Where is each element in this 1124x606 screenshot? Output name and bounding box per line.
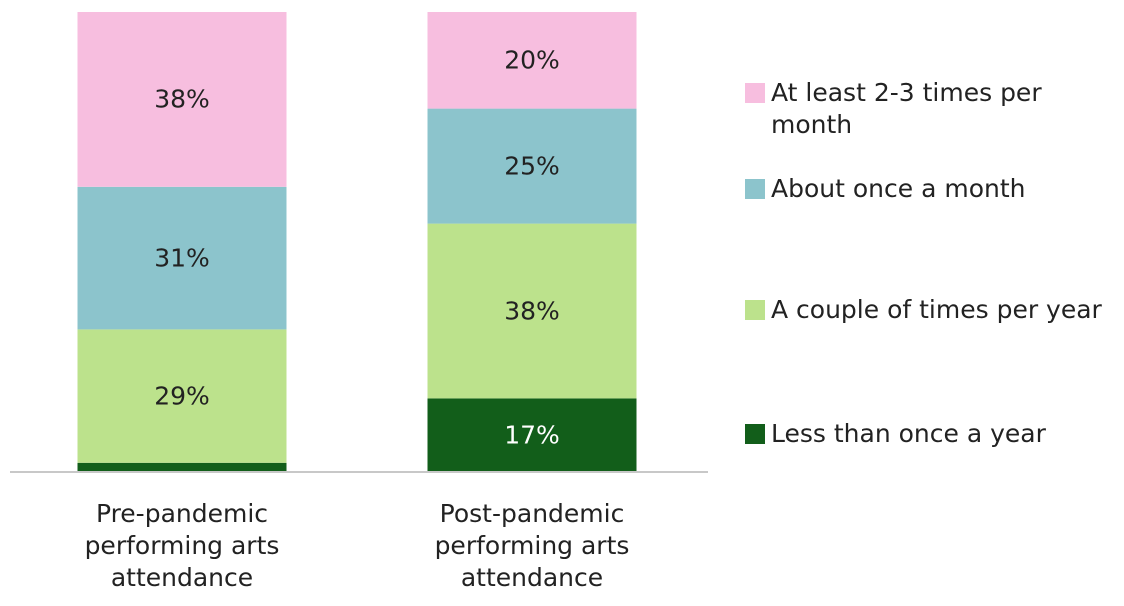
data-label: 17% bbox=[504, 420, 560, 450]
data-label: 38% bbox=[154, 84, 210, 114]
x-tick-label: Post-pandemic performing arts attendance bbox=[434, 499, 630, 592]
legend-item: At least 2-3 times per month bbox=[745, 77, 1105, 141]
legend-swatch bbox=[745, 300, 765, 320]
legend-swatch bbox=[745, 424, 765, 444]
data-label: 29% bbox=[154, 381, 210, 411]
data-label: 25% bbox=[504, 151, 560, 181]
bar-segment bbox=[77, 12, 287, 187]
bar-segment bbox=[77, 462, 287, 472]
bar-segment bbox=[427, 108, 637, 224]
legend-label: A couple of times per year bbox=[771, 295, 1102, 324]
legend-swatch bbox=[745, 83, 765, 103]
data-label: 38% bbox=[504, 296, 560, 326]
bar-segment bbox=[427, 223, 637, 399]
legend-item: About once a month bbox=[745, 173, 1105, 205]
legend-label: Less than once a year bbox=[771, 419, 1046, 448]
legend-label: At least 2-3 times per month bbox=[771, 78, 1042, 139]
legend-item: A couple of times per year bbox=[745, 294, 1105, 326]
bar-segment bbox=[427, 398, 637, 472]
x-tick-label: Pre-pandemic performing arts attendance bbox=[84, 499, 280, 592]
data-label: 20% bbox=[504, 45, 560, 75]
legend-label: About once a month bbox=[771, 174, 1026, 203]
bar-segment bbox=[77, 329, 287, 463]
bar-segment bbox=[427, 12, 637, 109]
data-label: 31% bbox=[154, 243, 210, 273]
legend-item: Less than once a year bbox=[745, 418, 1105, 450]
bar-segment bbox=[77, 186, 287, 330]
legend-swatch bbox=[745, 179, 765, 199]
